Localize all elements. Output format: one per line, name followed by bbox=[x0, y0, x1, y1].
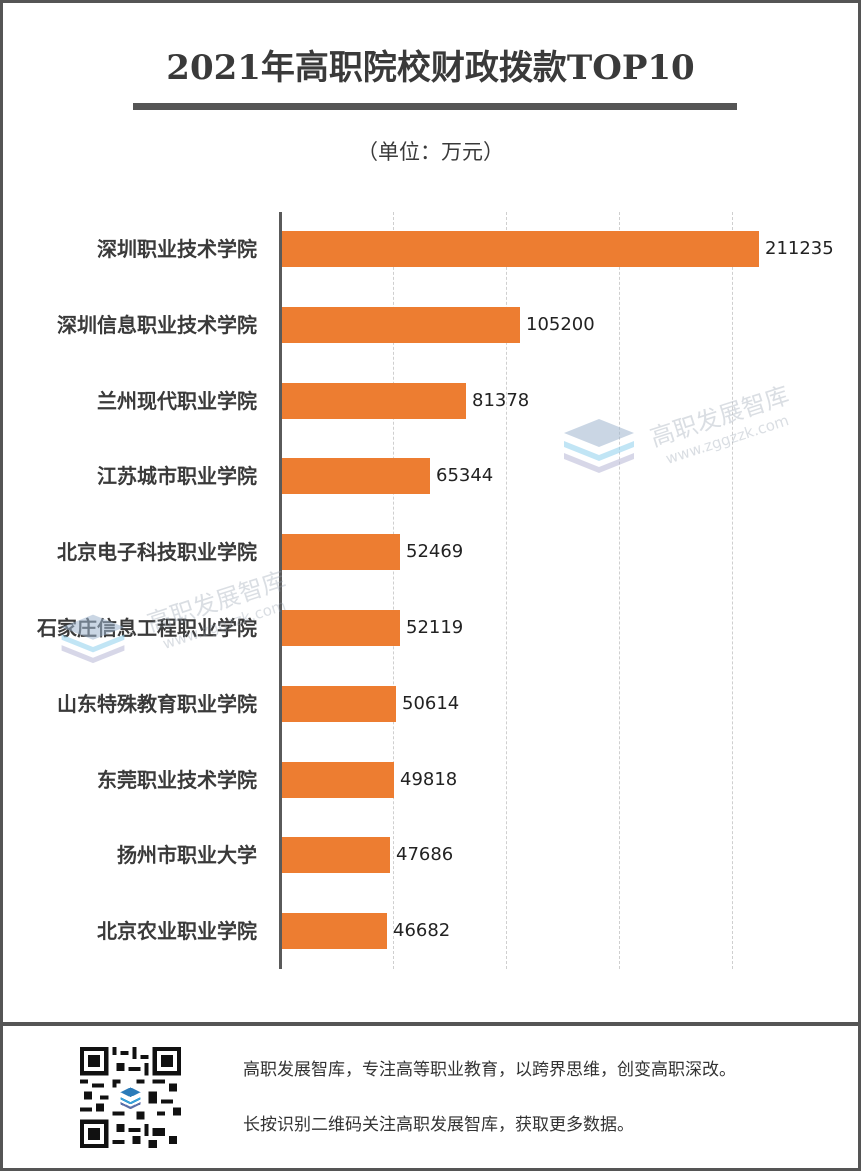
bar bbox=[282, 383, 466, 419]
y-axis-line bbox=[279, 212, 282, 969]
category-label: 扬州市职业大学 bbox=[117, 843, 257, 867]
value-label: 52119 bbox=[406, 617, 464, 638]
value-label: 50614 bbox=[402, 693, 460, 714]
value-label: 47686 bbox=[396, 844, 454, 865]
bar bbox=[282, 534, 400, 570]
bar-row: 北京电子科技职业学院 52469 bbox=[0, 534, 861, 570]
bar-row: 深圳信息职业技术学院 105200 bbox=[0, 307, 861, 343]
bar-row: 扬州市职业大学 47686 bbox=[0, 837, 861, 873]
category-label: 北京电子科技职业学院 bbox=[57, 540, 257, 564]
bar bbox=[282, 610, 400, 646]
value-label: 52469 bbox=[406, 541, 464, 562]
gridline bbox=[732, 212, 733, 969]
category-label: 兰州现代职业学院 bbox=[97, 389, 257, 413]
value-label: 81378 bbox=[472, 390, 530, 411]
bar-row: 山东特殊教育职业学院 50614 bbox=[0, 686, 861, 722]
gridline bbox=[393, 212, 394, 969]
unit-label: （单位：万元） bbox=[357, 140, 504, 164]
bar bbox=[282, 686, 396, 722]
category-label: 深圳信息职业技术学院 bbox=[57, 313, 257, 337]
title-underline bbox=[133, 103, 737, 110]
category-label: 东莞职业技术学院 bbox=[97, 768, 257, 792]
bar-row: 石家庄信息工程职业学院 52119 bbox=[0, 610, 861, 646]
footer-divider bbox=[0, 1022, 861, 1026]
bar bbox=[282, 762, 394, 798]
category-label: 山东特殊教育职业学院 bbox=[57, 692, 257, 716]
category-label: 江苏城市职业学院 bbox=[97, 464, 257, 488]
value-label: 105200 bbox=[526, 314, 595, 335]
bar bbox=[282, 231, 759, 267]
value-label: 49818 bbox=[400, 769, 458, 790]
category-label: 石家庄信息工程职业学院 bbox=[37, 616, 257, 640]
bar bbox=[282, 458, 430, 494]
footer-qr-instruction: 长按识别二维码关注高职发展智库，获取更多数据。 bbox=[243, 1115, 634, 1135]
category-label: 北京农业职业学院 bbox=[97, 919, 257, 943]
bar-row: 兰州现代职业学院 81378 bbox=[0, 383, 861, 419]
gridline bbox=[506, 212, 507, 969]
bar bbox=[282, 837, 390, 873]
category-label: 深圳职业技术学院 bbox=[97, 237, 257, 261]
qr-code-icon[interactable] bbox=[80, 1047, 181, 1148]
chart-title: 2021年高职院校财政拨款TOP10 bbox=[166, 48, 695, 88]
bar bbox=[282, 307, 520, 343]
bar bbox=[282, 913, 387, 949]
bar-row: 江苏城市职业学院 65344 bbox=[0, 458, 861, 494]
footer-slogan: 高职发展智库，专注高等职业教育，以跨界思维，创变高职深改。 bbox=[243, 1060, 736, 1080]
value-label: 65344 bbox=[436, 465, 494, 486]
gridline bbox=[619, 212, 620, 969]
bar-row: 东莞职业技术学院 49818 bbox=[0, 762, 861, 798]
value-label: 46682 bbox=[393, 920, 451, 941]
value-label: 211235 bbox=[765, 238, 834, 259]
bar-row: 深圳职业技术学院 211235 bbox=[0, 231, 861, 267]
bar-row: 北京农业职业学院 46682 bbox=[0, 913, 861, 949]
